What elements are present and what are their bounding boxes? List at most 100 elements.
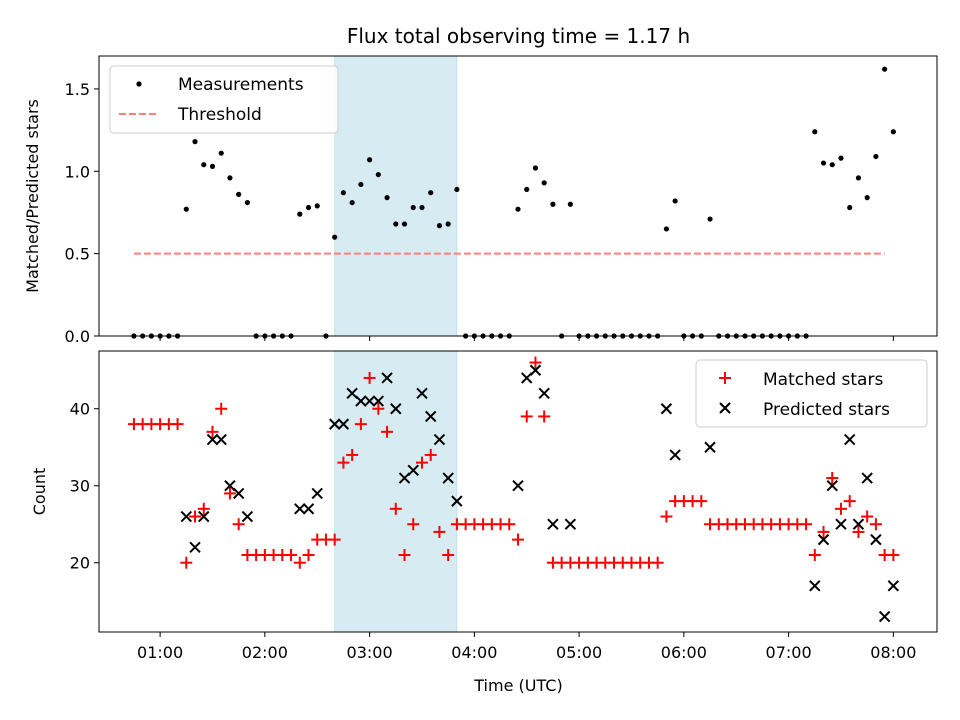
matched-star-point [887,549,900,562]
predicted-star-point [835,518,847,530]
measurement-point [855,175,862,181]
predicted-star-point [433,433,446,446]
measurement-point [358,181,364,188]
predicted-star-point [529,364,542,376]
measurement-point [340,190,347,196]
measurement-point [218,150,224,156]
predicted-star-point [564,518,577,530]
measurement-point [864,195,870,201]
measurement-point [890,129,896,135]
legend-label-matched: Matched stars [763,370,883,390]
predicted-star-point [878,610,891,623]
matched-star-point [817,525,830,538]
x-tick-label: 02:00 [242,643,288,662]
predicted-star-point [241,510,254,523]
predicted-star-point [215,433,227,446]
chart-title: Flux total observing time = 1.17 h [347,24,690,48]
measurement-point [829,162,835,168]
predicted-star-point [416,387,428,400]
predicted-star-point [372,395,385,407]
measurement-point [428,190,434,196]
highlight-span-bottom [334,350,458,633]
x-tick-label: 03:00 [347,643,393,662]
predicted-star-point [206,433,219,446]
predicted-star-point [844,433,856,446]
matched-star-point [826,472,839,485]
predicted-star-point [660,403,673,415]
legend-marker-matched [719,372,731,384]
x-tick-label: 06:00 [661,643,707,662]
matched-star-point [800,518,813,531]
matched-star-point [424,448,437,461]
x-tick-label: 05:00 [556,643,602,662]
measurement-point [393,221,399,227]
predicted-star-point [669,449,681,461]
measurement-point [663,226,669,232]
measurement-point [436,223,443,229]
matched-star-point [197,502,210,515]
measurement-point [236,191,242,197]
predicted-star-point [451,495,463,507]
measurement-point [847,204,853,211]
matched-star-point [852,525,865,538]
predicted-star-point [337,418,350,430]
matched-star-point [232,518,245,531]
matched-star-point [442,549,455,562]
matched-star-point [223,487,236,500]
matched-star-point [398,549,411,562]
predicted-star-point [809,580,821,592]
matched-star-point [285,549,298,562]
bottom-panel: 20 30 40 01:00 02:00 03:00 04:00 05:00 06:00 07:… [30,350,938,695]
bottom-y-axis-label: Count [30,468,49,516]
matched-star-point [503,518,516,531]
legend-marker-predicted [719,402,731,414]
measurement-point [454,186,460,193]
matched-star-point [337,456,350,469]
predicted-star-point [704,441,716,453]
highlight-span-top [334,55,458,337]
matched-star-point [869,518,882,531]
matched-star-point [389,502,402,515]
matched-star-point [520,410,533,423]
matched-star-point [363,371,376,384]
matched-star-point [660,510,673,523]
matched-star-point [354,418,367,431]
measurement-point [401,221,408,227]
measurement-point [524,186,530,193]
matched-star-point [171,418,184,431]
matched-star-point [843,495,856,508]
predicted-star-point [189,541,201,554]
predicted-star-point [538,387,550,400]
matched-star-point [861,510,874,523]
predicted-star-point [328,418,341,430]
measurement-point [384,195,390,201]
matched-star-point [834,502,847,515]
predicted-star-point [232,487,245,500]
measurement-point [314,203,320,209]
bottom-y-ticks: 20 30 40 [70,400,99,573]
top-y-axis-label: Matched/Predicted stars [23,99,42,293]
matched-star-point [328,533,341,546]
y-tick-label: 0.5 [65,245,90,264]
predicted-star-point [870,533,882,546]
predicted-star-point [355,395,367,407]
measurement-point [244,199,250,206]
measurement-point [820,160,827,166]
measurement-point [567,201,573,207]
matched-star-point [529,356,542,369]
matched-star-point [180,556,193,569]
matched-star-point [302,549,315,562]
x-axis-label: Time (UTC) [473,676,562,695]
measurement-point [419,204,425,211]
matched-star-point [372,402,385,415]
bottom-legend-box [695,359,928,428]
y-tick-label: 30 [70,477,90,496]
x-tick-label: 07:00 [766,643,812,662]
matched-star-point [407,518,420,531]
measurement-point [367,157,373,163]
measurement-point [873,153,879,160]
measurement-point [515,206,521,212]
y-tick-label: 1.5 [65,80,90,99]
measurement-point [532,165,539,171]
